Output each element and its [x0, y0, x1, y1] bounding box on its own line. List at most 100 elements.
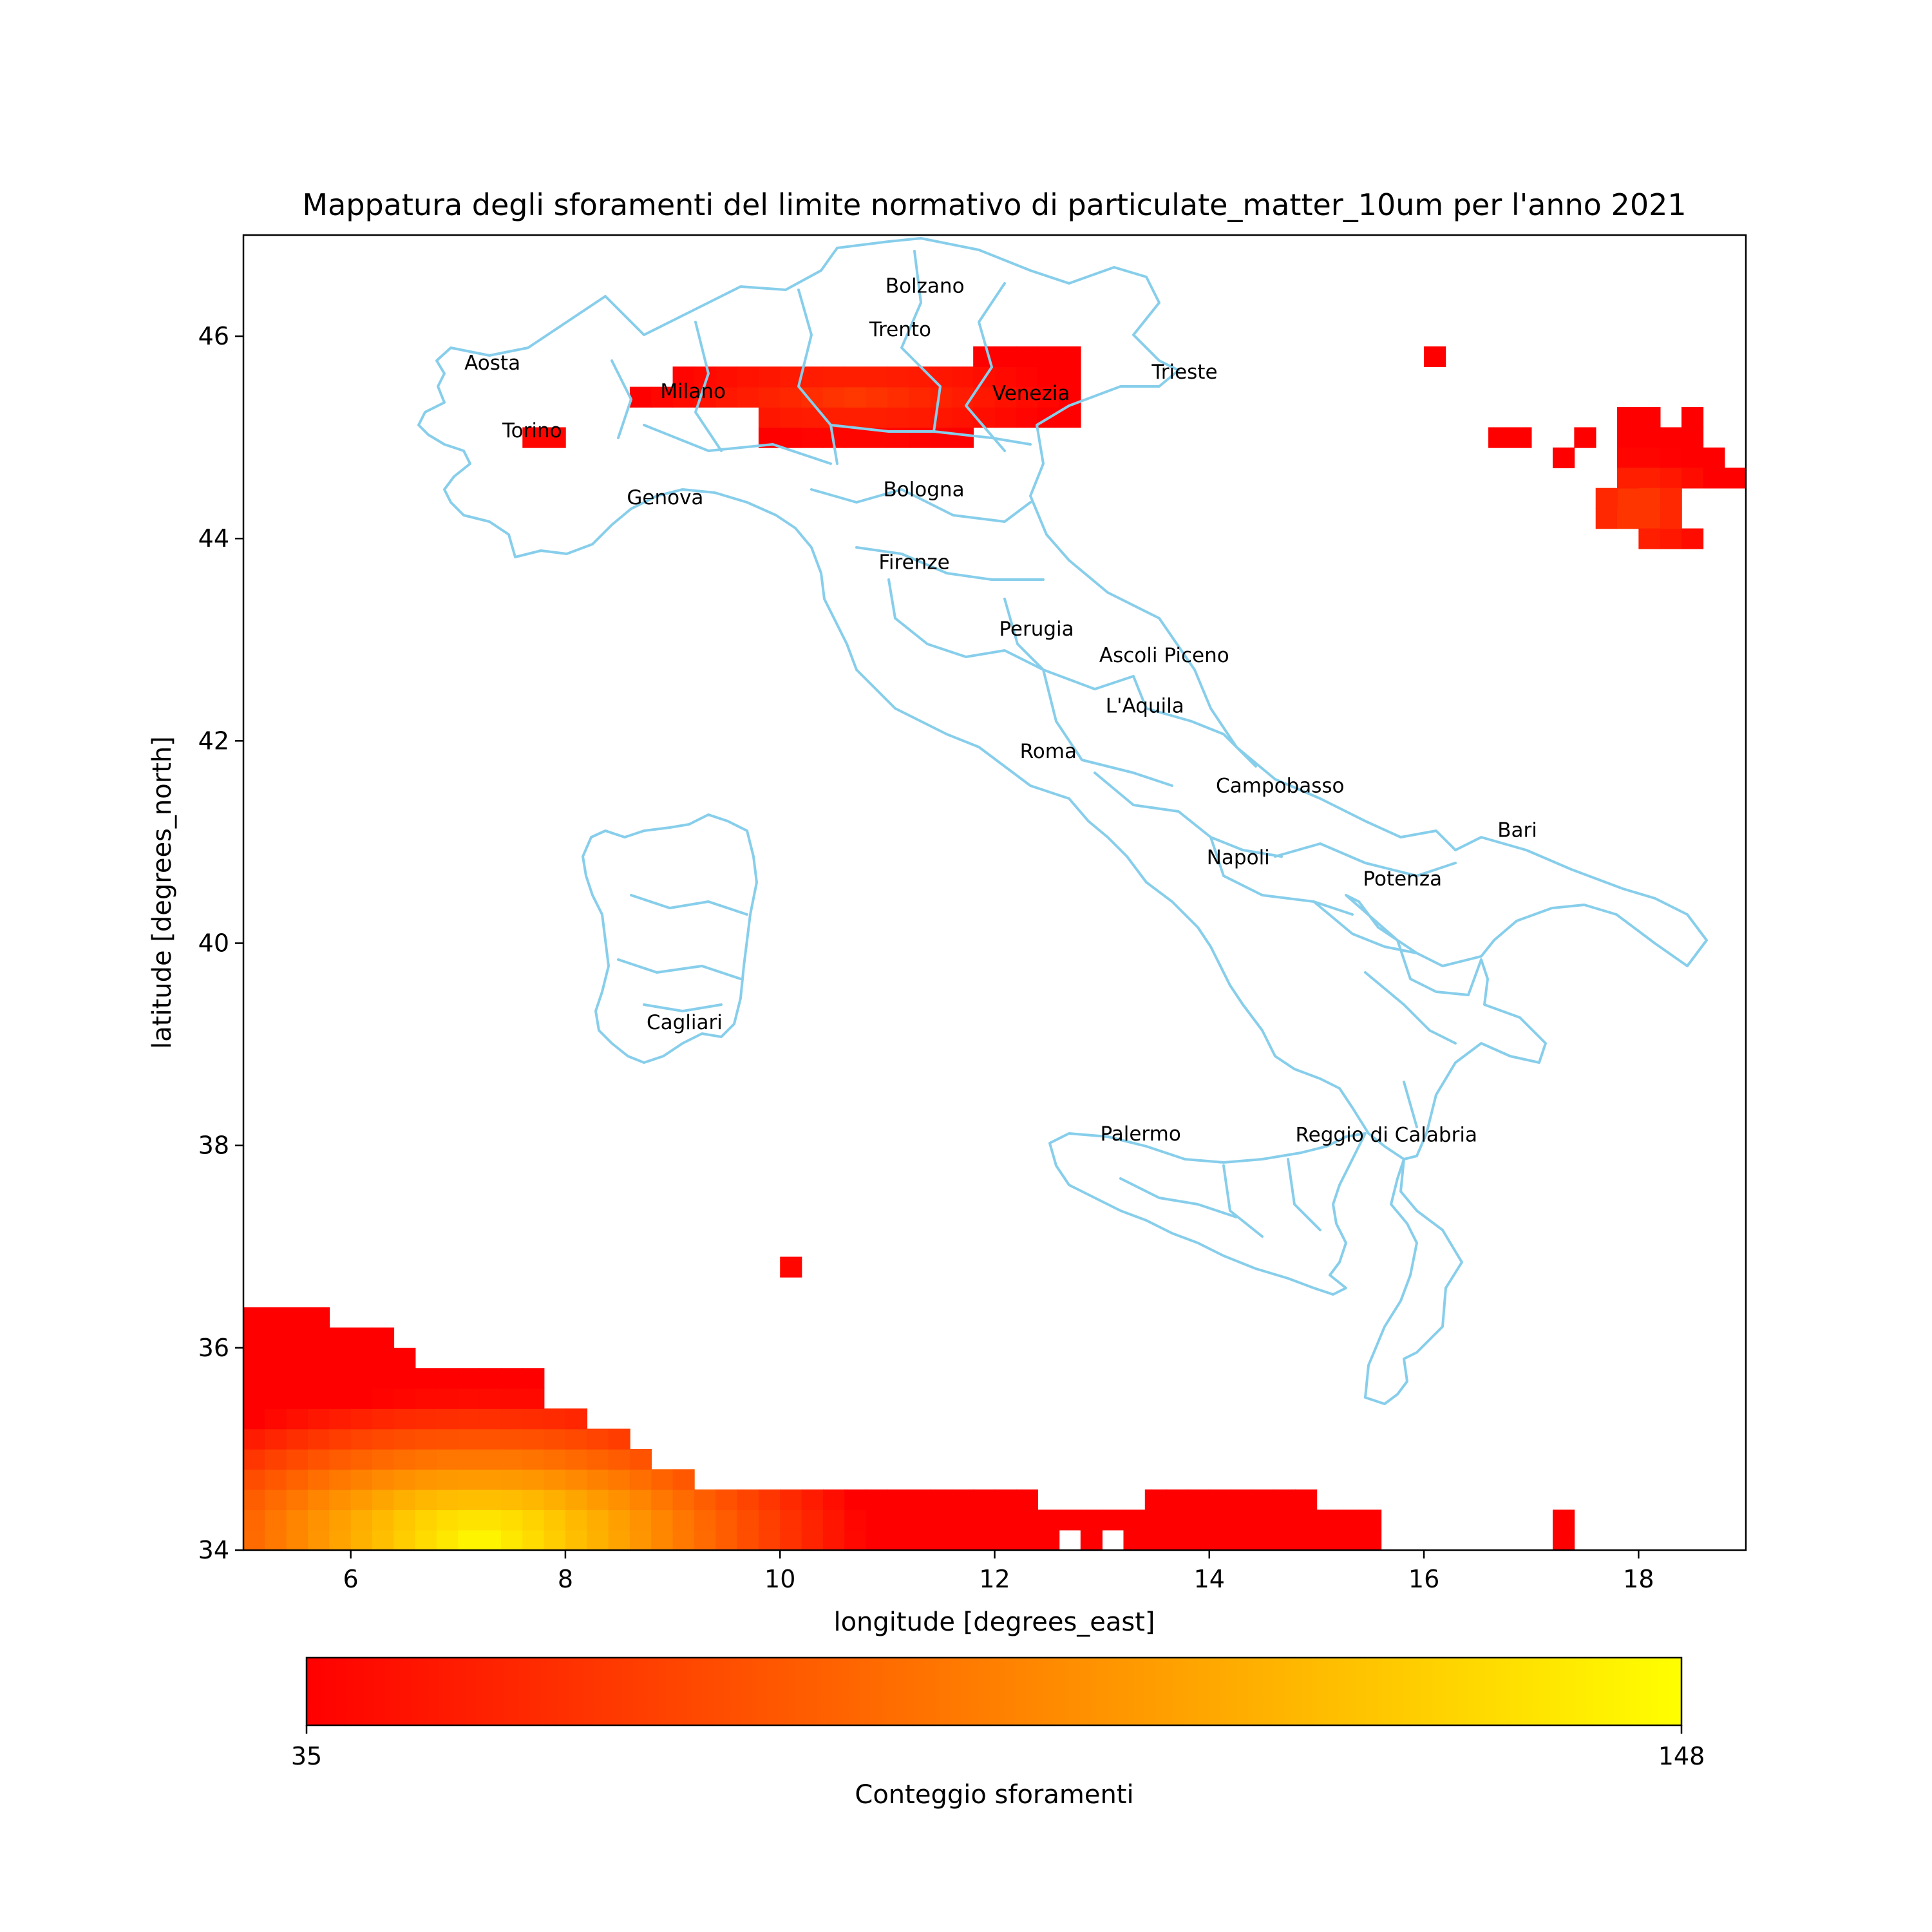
- heatmap-cell: [243, 1530, 266, 1550]
- heatmap-cell: [565, 1510, 588, 1531]
- heatmap-cell: [909, 366, 931, 388]
- heatmap-cell: [672, 1469, 695, 1490]
- x-axis-ticks: 6 8 10 12 14 16 18: [343, 1550, 1654, 1593]
- heatmap-cell: [243, 1428, 266, 1450]
- heatmap-cell: [1102, 1510, 1124, 1531]
- border-sicily: [1048, 1132, 1367, 1296]
- heatmap-cell: [1316, 1510, 1339, 1531]
- heatmap-cell: [1617, 407, 1640, 428]
- heatmap-cell: [329, 1448, 352, 1470]
- heatmap-cell: [565, 1489, 588, 1510]
- heatmap-cell: [243, 1388, 266, 1409]
- heatmap-cell: [415, 1510, 437, 1531]
- y-axis-ticks: 34 36 38 40 42 44 46: [198, 322, 243, 1564]
- heatmap-cell: [801, 366, 824, 388]
- heatmap-cell: [909, 1530, 931, 1550]
- heatmap-cell: [243, 1307, 266, 1329]
- heatmap-cell: [951, 386, 974, 408]
- chart-title: Mappatura degli sforamenti del limite no…: [302, 187, 1686, 222]
- heatmap-cell: [973, 1489, 996, 1510]
- heatmap-cell: [780, 1489, 802, 1510]
- x-tick-label: 10: [764, 1565, 795, 1593]
- heatmap-cell: [822, 1510, 845, 1531]
- heatmap-cell: [350, 1347, 373, 1369]
- heatmap-cell: [1316, 1530, 1339, 1550]
- heatmap-cell: [1488, 427, 1511, 448]
- heatmap-cell: [1144, 1489, 1167, 1510]
- heatmap-cell: [243, 1408, 266, 1430]
- heatmap-cell: [522, 1428, 545, 1450]
- heatmap-cell: [866, 1489, 888, 1510]
- heatmap-cell: [565, 1428, 588, 1450]
- heatmap-cell: [651, 386, 674, 408]
- heatmap-cell: [587, 1510, 609, 1531]
- heatmap-cell: [479, 1408, 502, 1430]
- heatmap-cell: [1231, 1530, 1253, 1550]
- heatmap-cell: [544, 1428, 566, 1450]
- heatmap-cell: [1188, 1489, 1210, 1510]
- heatmap-cell: [544, 1510, 566, 1531]
- heatmap-cell: [1638, 468, 1661, 489]
- heatmap-cell: [500, 1408, 524, 1430]
- heatmap-cell: [307, 1347, 330, 1369]
- y-tick-label: 46: [198, 322, 229, 350]
- heatmap-cell: [715, 1530, 738, 1550]
- heatmap-cell: [758, 386, 781, 408]
- heatmap-cell: [265, 1347, 287, 1369]
- heatmap-cell: [822, 386, 845, 408]
- heatmap-cell: [307, 1327, 330, 1349]
- heatmap-cell: [1617, 427, 1640, 448]
- heatmap-cell: [393, 1408, 416, 1430]
- heatmap-cell: [265, 1307, 287, 1329]
- heatmap-cell: [500, 1388, 524, 1409]
- heatmap-cell: [415, 1489, 437, 1510]
- heatmap-cell: [458, 1428, 480, 1450]
- heatmap-cell: [844, 1489, 867, 1510]
- heatmap-cell: [1273, 1530, 1296, 1550]
- heatmap-cell: [1638, 488, 1661, 509]
- heatmap-cell: [522, 1469, 545, 1490]
- heatmap-cell: [286, 1368, 308, 1389]
- heatmap-cell: [286, 1388, 308, 1409]
- heatmap-cell: [672, 1489, 695, 1510]
- heatmap-cell: [1166, 1489, 1189, 1510]
- heatmap-cell: [629, 1530, 652, 1550]
- heatmap-cell: [801, 1530, 824, 1550]
- heatmap-cell: [350, 1428, 373, 1450]
- heatmap-cell: [350, 1368, 373, 1389]
- heatmap-cell: [1273, 1510, 1296, 1531]
- heatmap-cell: [1638, 427, 1661, 448]
- heatmap-cell: [1231, 1489, 1253, 1510]
- heatmap-cell: [1638, 508, 1661, 529]
- heatmap-cell: [909, 407, 931, 428]
- x-tick-label: 16: [1408, 1565, 1439, 1593]
- heatmap-cell: [1144, 1510, 1167, 1531]
- heatmap-cell: [350, 1388, 373, 1409]
- heatmap-cell: [715, 366, 738, 388]
- heatmap-cell: [458, 1469, 480, 1490]
- heatmap-cell: [436, 1530, 459, 1550]
- heatmap-cell: [265, 1368, 287, 1389]
- heatmap-cell: [844, 407, 867, 428]
- heatmap-cell: [243, 1510, 266, 1531]
- heatmap-cell: [909, 1510, 931, 1531]
- heatmap-cell: [307, 1408, 330, 1430]
- heatmap-cell: [1703, 468, 1725, 489]
- heatmap-cell: [909, 386, 931, 408]
- heatmap-cell: [329, 1428, 352, 1450]
- heatmap-cell: [1681, 528, 1704, 549]
- heatmap-cell: [243, 1368, 266, 1389]
- heatmap-cell: [1144, 1530, 1167, 1550]
- border-internal-center: [855, 546, 1354, 916]
- heatmap-cell: [994, 386, 1017, 408]
- heatmap-cell: [307, 1388, 330, 1409]
- heatmap-cell: [758, 1489, 781, 1510]
- heatmap-cell: [909, 1489, 931, 1510]
- heatmap-cell: [415, 1388, 437, 1409]
- heatmap-cell: [1295, 1530, 1318, 1550]
- heatmap-cell: [350, 1489, 373, 1510]
- heatmap-cell: [307, 1448, 330, 1470]
- heatmap-cell: [1166, 1530, 1189, 1550]
- heatmap-cell: [329, 1327, 352, 1349]
- heatmap-cell: [307, 1530, 330, 1550]
